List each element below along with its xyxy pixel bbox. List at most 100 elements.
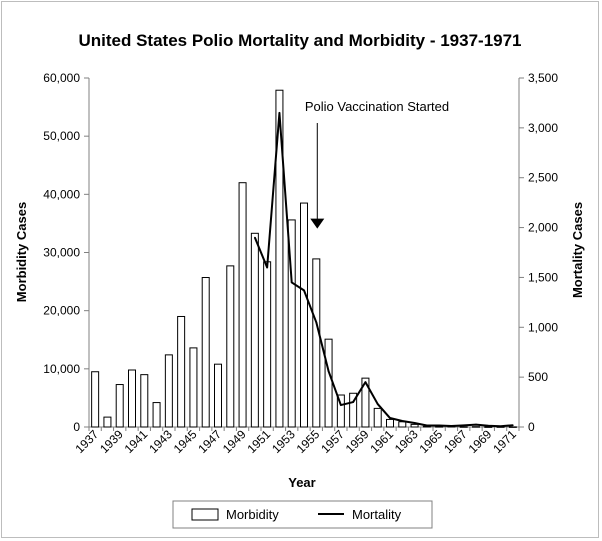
morbidity-bar-1959 xyxy=(361,377,370,428)
left-tick-label: 10,000 xyxy=(43,362,80,376)
morbidity-bar-1955 xyxy=(312,258,321,428)
morbidity-bar-1958 xyxy=(349,392,358,428)
mortality-line-layer xyxy=(253,111,514,428)
x-tick-label: 1943 xyxy=(146,427,175,456)
legend: Morbidity Mortality xyxy=(172,500,433,529)
x-tick-label: 1959 xyxy=(343,427,372,456)
mortality-point-1971 xyxy=(512,424,514,427)
morbidity-bar-1969 xyxy=(484,426,493,428)
mortality-point-1970 xyxy=(499,425,502,428)
left-tick-label: 20,000 xyxy=(43,304,80,318)
x-tick-label: 1949 xyxy=(220,427,249,456)
mortality-point-1968 xyxy=(475,423,477,426)
x-tick-label: 1953 xyxy=(269,427,298,456)
x-axis-label: Year xyxy=(288,475,315,490)
right-tick-label: 3,000 xyxy=(528,121,558,135)
x-tick-label: 1957 xyxy=(318,427,347,456)
left-tick-label: 60,000 xyxy=(43,71,80,85)
mortality-point-1951 xyxy=(266,266,268,269)
mortality-point-1965 xyxy=(438,424,440,427)
mortality-point-1960 xyxy=(376,403,379,405)
mortality-point-1962 xyxy=(401,420,404,422)
x-tick-label: 1939 xyxy=(97,427,126,456)
mortality-point-1956 xyxy=(327,370,330,372)
mortality-point-1950 xyxy=(254,236,256,239)
x-tick-label: 1955 xyxy=(294,427,323,456)
right-tick-label: 500 xyxy=(528,370,548,384)
right-tick-label: 2,000 xyxy=(528,221,558,235)
right-tick-label: 3,500 xyxy=(528,71,558,85)
x-tick-label: 1971 xyxy=(490,427,519,456)
x-tick-label: 1945 xyxy=(171,427,200,456)
legend-morbidity-swatch xyxy=(191,508,219,521)
vaccination-arrow-head xyxy=(310,218,325,229)
morbidity-bar-1957 xyxy=(336,394,345,428)
right-axis-label: Mortality Cases xyxy=(570,202,585,298)
morbidity-bar-1967 xyxy=(459,426,468,428)
mortality-point-1955 xyxy=(315,321,318,324)
left-tick-label: 40,000 xyxy=(43,187,80,201)
morbidity-bar-1963 xyxy=(410,423,419,428)
x-tick-label: 1941 xyxy=(122,427,151,456)
morbidity-bar-1941 xyxy=(140,374,149,428)
morbidity-bar-1961 xyxy=(386,418,394,428)
morbidity-bar-1954 xyxy=(300,202,308,428)
chart-title: United States Polio Mortality and Morbid… xyxy=(78,31,521,50)
morbidity-bar-1968 xyxy=(472,426,480,428)
x-tick-label: 1969 xyxy=(466,427,495,456)
mortality-point-1952 xyxy=(278,112,281,114)
morbidity-bar-1965 xyxy=(435,426,444,428)
right-tick-label: 2,500 xyxy=(528,171,558,185)
mortality-point-1957 xyxy=(340,404,342,406)
morbidity-bar-1939 xyxy=(115,384,124,428)
morbidity-bar-1952 xyxy=(275,89,284,428)
right-tick-label: 1,500 xyxy=(528,270,558,284)
morbidity-bar-1951 xyxy=(263,261,272,428)
mortality-point-1959 xyxy=(364,381,367,383)
morbidity-bar-1962 xyxy=(398,421,407,428)
morbidity-bars xyxy=(91,89,517,428)
x-axis-ticks: 1937193919411943194519471949195119531955… xyxy=(72,427,520,456)
legend-morbidity-label: Morbidity xyxy=(226,507,279,522)
morbidity-bar-1949 xyxy=(238,182,247,428)
left-tick-label: 50,000 xyxy=(43,129,80,143)
x-tick-label: 1951 xyxy=(244,427,273,456)
mortality-point-1961 xyxy=(389,417,391,419)
mortality-point-1966 xyxy=(450,425,453,427)
morbidity-bar-1946 xyxy=(201,277,210,428)
mortality-point-1958 xyxy=(352,401,354,403)
morbidity-bar-1945 xyxy=(189,347,198,428)
x-tick-label: 1967 xyxy=(441,427,470,456)
annotation-layer: Polio Vaccination Started xyxy=(305,99,449,229)
mortality-point-1963 xyxy=(413,422,416,424)
mortality-line xyxy=(253,111,513,428)
mortality-point-1967 xyxy=(462,424,465,427)
mortality-point-1954 xyxy=(303,289,305,292)
right-axis-ticks: 0 500 1,000 1,500 2,000 2,500 3,000 3,500 xyxy=(519,71,558,434)
morbidity-bar-1942 xyxy=(152,402,161,428)
mortality-point-1953 xyxy=(290,281,293,284)
x-tick-label: 1961 xyxy=(367,427,396,456)
right-tick-label: 0 xyxy=(528,420,535,434)
morbidity-bar-1937 xyxy=(91,371,100,428)
morbidity-bar-1948 xyxy=(226,265,235,428)
x-tick-label: 1947 xyxy=(195,427,224,456)
mortality-point-1969 xyxy=(487,424,490,427)
left-axis-label: Morbidity Cases xyxy=(14,202,29,302)
morbidity-bar-1947 xyxy=(214,363,222,428)
left-tick-label: 0 xyxy=(73,420,80,434)
left-tick-label: 30,000 xyxy=(43,246,80,260)
left-axis-ticks: 0 10,000 20,000 30,000 40,000 50,000 60,000 xyxy=(43,71,89,434)
x-tick-label: 1965 xyxy=(416,427,445,456)
morbidity-bar-1950 xyxy=(250,232,259,428)
morbidity-bar-1938 xyxy=(103,416,112,428)
legend-mortality-label: Mortality xyxy=(352,507,402,522)
mortality-point-1964 xyxy=(426,424,428,427)
morbidity-bar-1953 xyxy=(287,219,296,428)
vaccination-annotation-label: Polio Vaccination Started xyxy=(305,99,449,114)
morbidity-bar-1940 xyxy=(128,369,136,428)
morbidity-bar-1943 xyxy=(164,354,173,428)
morbidity-bar-1956 xyxy=(324,338,333,428)
